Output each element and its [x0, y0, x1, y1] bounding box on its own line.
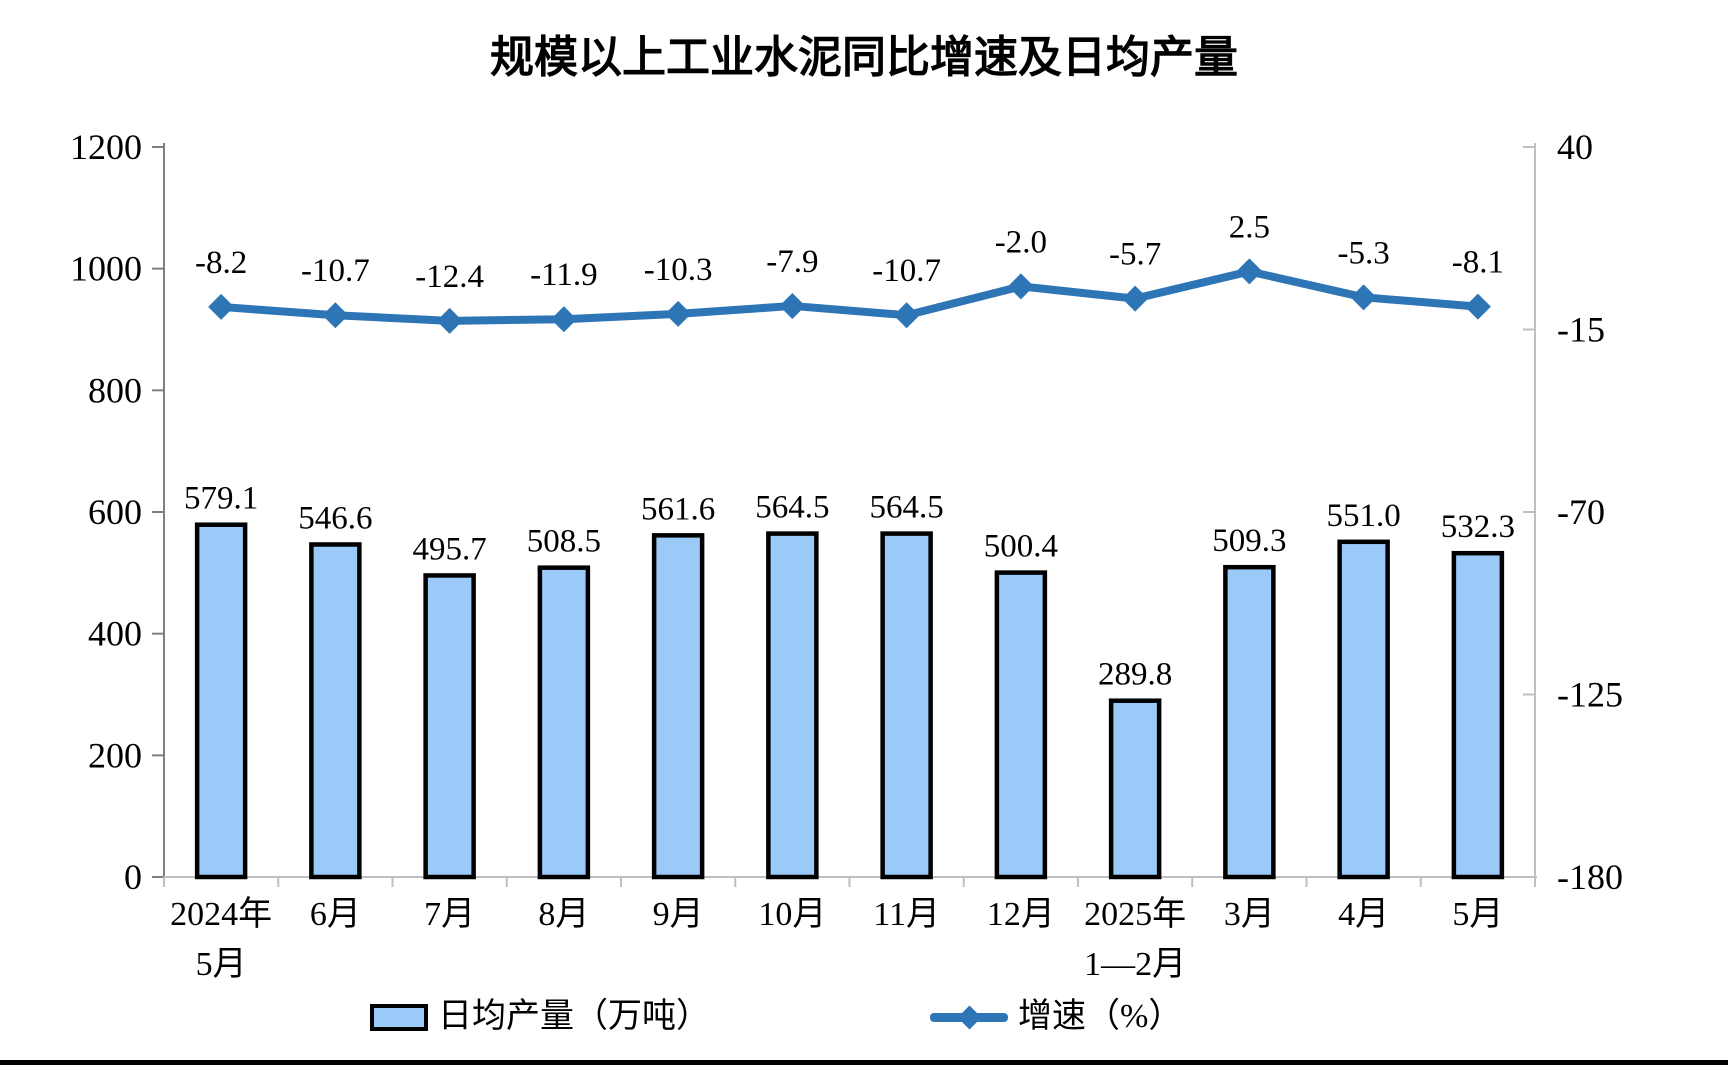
bar-value-label: 509.3 [1212, 523, 1286, 559]
growth-marker-diamond [208, 293, 235, 320]
growth-value-label: -11.9 [530, 257, 598, 293]
x-axis-category-label: 5月 [1452, 896, 1503, 933]
diamond-marker-icon [957, 1005, 982, 1030]
growth-marker-diamond [550, 306, 577, 333]
bar [1223, 564, 1276, 880]
growth-marker-diamond [665, 300, 692, 327]
x-axis-category-label: 7月 [424, 896, 475, 933]
right-axis-tick-label: -125 [1557, 675, 1623, 715]
growth-value-label: -8.2 [195, 245, 247, 281]
bar-value-label: 564.5 [870, 490, 944, 526]
left-axis-tick-label: 400 [88, 614, 142, 654]
x-axis-category-label: 1—2月 [1084, 946, 1186, 983]
left-axis-tick-label: 600 [88, 492, 142, 532]
x-axis-category-label: 4月 [1338, 896, 1389, 933]
x-axis-category-label: 8月 [538, 896, 589, 933]
left-axis-tick-label: 1000 [70, 249, 142, 289]
left-axis-tick-label: 200 [88, 735, 142, 775]
bar-value-label: 495.7 [413, 531, 487, 567]
bar-swatch-icon [370, 1003, 428, 1031]
bar-value-label: 508.5 [527, 524, 601, 560]
growth-marker-diamond [1122, 285, 1149, 312]
growth-value-label: -10.3 [644, 252, 713, 288]
growth-value-label: -5.3 [1338, 235, 1390, 271]
growth-value-label: -10.7 [872, 253, 941, 289]
bar [309, 542, 362, 880]
bar [423, 573, 476, 880]
x-axis-category-label: 6月 [310, 896, 361, 933]
legend-line-label: 增速（%） [1018, 998, 1183, 1035]
left-axis-tick-label: 800 [88, 370, 142, 410]
growth-value-label: -7.9 [766, 244, 818, 280]
right-axis-tick-label: -15 [1557, 310, 1605, 350]
growth-value-label: -5.7 [1109, 237, 1161, 273]
x-axis-category-label: 9月 [653, 896, 704, 933]
legend-item-growth-rate: 增速（%） [930, 1000, 1182, 1034]
bar-value-label: 561.6 [641, 491, 715, 527]
bar [766, 531, 819, 880]
growth-marker-diamond [779, 292, 806, 319]
legend-item-daily-output: 日均产量（万吨） [370, 1000, 710, 1034]
x-axis-category-label: 3月 [1224, 896, 1275, 933]
growth-marker-diamond [1464, 293, 1491, 320]
right-axis-tick-label: -180 [1557, 857, 1623, 897]
right-axis-tick-label: 40 [1557, 127, 1593, 167]
right-axis-tick-label: -70 [1557, 492, 1605, 532]
bar-value-label: 551.0 [1327, 498, 1401, 534]
bar [1108, 698, 1162, 880]
bar [537, 565, 591, 880]
x-axis-category-label: 12月 [987, 896, 1055, 933]
left-axis-tick-label: 0 [124, 857, 142, 897]
legend-bar-label: 日均产量（万吨） [438, 998, 710, 1035]
bar [1337, 539, 1390, 880]
bar-value-label: 532.3 [1441, 509, 1515, 545]
growth-marker-diamond [1007, 273, 1034, 300]
growth-value-label: 2.5 [1229, 209, 1270, 245]
x-axis-category-label: 5月 [196, 946, 247, 983]
bar [1451, 550, 1505, 880]
bar-value-label: 579.1 [184, 481, 258, 517]
growth-value-label: -12.4 [415, 259, 484, 295]
growth-value-label: -8.1 [1452, 245, 1504, 281]
bar-value-label: 564.5 [755, 490, 829, 526]
bar [880, 531, 933, 880]
line-swatch-icon [930, 1005, 1008, 1030]
x-axis-category-label: 2025年 [1084, 895, 1186, 933]
growth-value-label: -2.0 [995, 224, 1047, 260]
bar [994, 570, 1048, 880]
bar-value-label: 500.4 [984, 529, 1058, 565]
growth-line [217, 267, 1482, 325]
bottom-divider [0, 1060, 1728, 1065]
growth-marker-diamond [436, 307, 463, 334]
growth-marker-diamond [893, 302, 920, 329]
chart-title: 规模以上工业水泥同比增速及日均产量 [490, 33, 1238, 82]
x-axis-category-label: 2024年 [170, 895, 272, 933]
bar-value-label: 289.8 [1098, 657, 1172, 693]
x-axis-category-label: 11月 [873, 896, 940, 933]
growth-marker-diamond [1350, 284, 1377, 311]
bar [651, 533, 705, 880]
bar [194, 522, 248, 880]
growth-marker-diamond [322, 302, 349, 329]
bar-value-label: 546.6 [298, 500, 372, 536]
x-axis-category-label: 10月 [758, 896, 826, 933]
growth-marker-diamond [1236, 258, 1263, 285]
growth-value-label: -10.7 [301, 253, 370, 289]
left-axis-tick-label: 1200 [70, 127, 142, 167]
